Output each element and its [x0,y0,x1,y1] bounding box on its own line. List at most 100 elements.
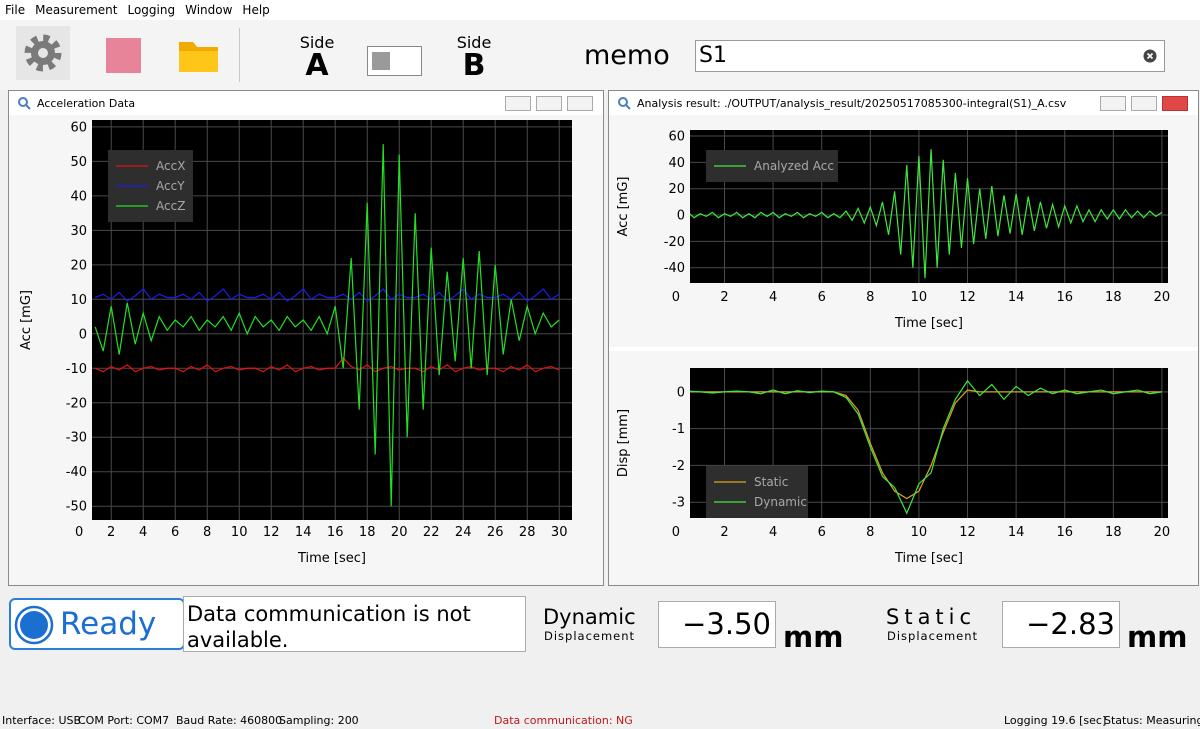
y-tick-label: -1 [672,422,685,437]
y-tick-label: 10 [70,293,87,308]
y-tick-label: -10 [66,362,87,377]
menu-item[interactable]: Measurement [35,3,118,17]
legend: Static Dynamic [706,466,808,518]
clear-button[interactable] [1143,49,1157,63]
y-tick-label: -2 [672,459,685,474]
x-tick-label: 8 [866,525,874,540]
maximize-button[interactable] [1131,96,1157,111]
legend-label: Static [754,475,788,489]
y-axis-title: Disp [mm] [616,409,631,477]
y-tick-label: 50 [70,155,87,170]
memo-label: memo [584,40,670,71]
menu-item[interactable]: Logging [127,3,176,17]
y-tick-label: 40 [70,189,87,204]
x-axis-title: Time [sec] [894,316,963,331]
side-a-label: Side [299,33,335,52]
x-tick-label: 14 [295,525,312,540]
menu-item[interactable]: Help [242,3,270,17]
menu-item[interactable]: File [5,3,26,17]
menu-item[interactable]: Window [185,3,233,17]
title-bar: Acceleration Data [9,91,603,115]
x-tick-label: 22 [423,525,440,540]
x-tick-label: 26 [487,525,504,540]
status-item: Baud Rate: 460800 [176,714,283,727]
y-tick-label: 30 [70,224,87,239]
stop-button[interactable] [106,38,141,73]
minimize-button[interactable] [505,96,531,111]
x-tick-label: 18 [359,525,376,540]
series-line [690,389,1162,500]
static-unit: mm [1127,620,1188,654]
x-tick-label: 18 [1105,290,1122,305]
side-toggle[interactable] [367,46,422,76]
title-bar: Analysis result: ./OUTPUT/analysis_resul… [609,91,1198,115]
message-box: Data communication is not available. [183,596,526,652]
y-tick-label: -30 [66,431,87,446]
measuring-status: Status: Measuring [1104,714,1200,727]
status-item: Interface: USB [2,714,82,727]
x-tick-label: 10 [911,525,928,540]
dynamic-value: −3.50 [658,601,776,648]
toggle-knob [372,52,390,70]
status-item: COM Port: COM7 [78,714,170,727]
ready-text: Ready [60,606,157,642]
x-tick-label: 2 [107,525,115,540]
status-lamp [14,605,54,645]
y-tick-label: 40 [668,156,685,171]
close-button[interactable] [1162,96,1188,111]
series-line [690,149,1163,279]
pane-splitter [609,347,1198,351]
side-a-letter: A [305,48,329,83]
x-tick-label: 30 [551,525,568,540]
x-axis-title: Time [sec] [297,551,366,566]
status-bar: Interface: USB COM Port: COM7 Baud Rate:… [0,711,1200,729]
legend: AccX AccY AccZ [108,150,193,222]
x-tick-label: 20 [391,525,408,540]
x-tick-label: 10 [911,290,928,305]
maximize-button[interactable] [536,96,562,111]
x-tick-label: 8 [203,525,211,540]
x-tick-label: 24 [455,525,472,540]
memo-input[interactable]: S1 [695,40,1165,72]
dynamic-unit: mm [783,620,844,654]
logging-status: Logging 19.6 [sec] [1004,714,1107,727]
legend-label: Analyzed Acc [754,159,834,173]
menu-bar: File Measurement Logging Window Help [0,0,1200,20]
x-tick-label: 14 [1008,525,1025,540]
minimize-button[interactable] [1100,96,1126,111]
side-b-letter: B [462,48,486,83]
x-tick-label: 10 [231,525,248,540]
y-tick-label: -50 [66,500,87,515]
x-tick-label: 4 [769,525,777,540]
y-tick-label: 0 [79,327,87,342]
x-tick-label: 18 [1105,525,1122,540]
gear-icon [24,34,62,72]
y-tick-label: 0 [677,209,685,224]
y-tick-label: -40 [66,465,87,480]
static-title: Static [886,605,977,629]
static-subtitle: Displacement [887,629,979,643]
x-tick-label: 6 [171,525,179,540]
folder-button[interactable] [178,39,220,73]
x-tick-label: 12 [263,525,280,540]
x-tick-label: 12 [959,290,976,305]
status-item: Sampling: 200 [279,714,359,727]
settings-button[interactable] [16,26,70,80]
legend-label: AccZ [156,199,185,213]
y-axis-title: Acc [mG] [19,290,34,350]
x-tick-label: 28 [519,525,536,540]
close-button[interactable] [567,96,593,111]
x-tick-label: 20 [1154,290,1171,305]
y-tick-label: 20 [70,258,87,273]
x-axis-title: Time [sec] [894,551,963,566]
chart: -3 -2 -1 0 0 2 4 6 8 10 12 14 16 18 20 Time [sec] Disp [… [616,368,1170,566]
x-tick-label: 4 [769,290,777,305]
x-tick-label: 16 [1056,290,1073,305]
chart: -40 -20 0 20 40 60 0 2 4 6 8 10 12 14 16 18 20 Time [sec]… [616,130,1171,331]
ready-indicator: Ready [9,598,185,650]
x-tick-label: 12 [959,525,976,540]
x-tick-label: 6 [818,525,826,540]
legend: Analyzed Acc [706,150,838,182]
series-line [94,357,560,373]
